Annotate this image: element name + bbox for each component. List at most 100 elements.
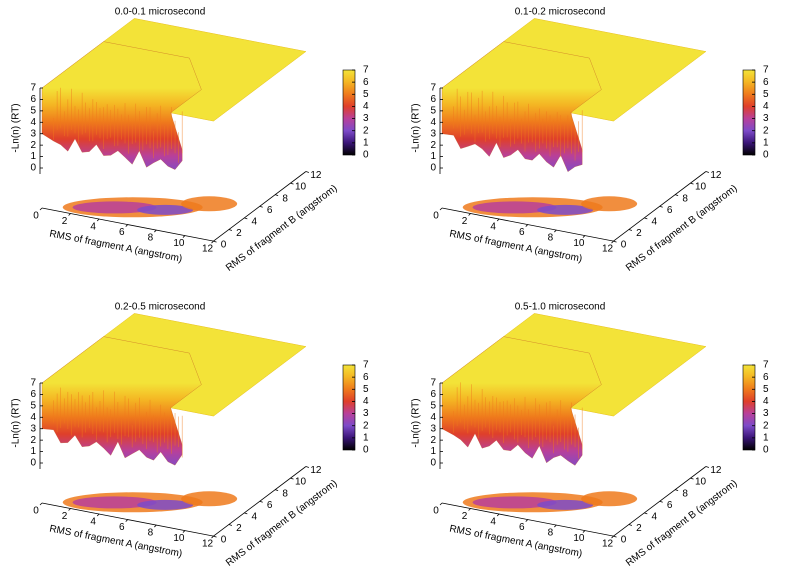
x-tick-label: 12 bbox=[202, 539, 214, 550]
z-tick-label: 0 bbox=[30, 163, 36, 174]
colorbar-tick-label: 6 bbox=[763, 372, 769, 383]
floor-contour bbox=[181, 491, 238, 507]
z-tick-label: 1 bbox=[430, 151, 436, 162]
y-tick-label: 8 bbox=[682, 193, 688, 204]
x-tick-label: 12 bbox=[602, 244, 614, 255]
y-tick-label: 0 bbox=[621, 240, 627, 251]
floor-contour bbox=[472, 496, 557, 509]
colorbar-tick-label: 3 bbox=[763, 408, 769, 419]
y-tick-label: 8 bbox=[682, 488, 688, 499]
surface bbox=[441, 336, 602, 466]
y-tick-label: 2 bbox=[636, 228, 642, 239]
x-axis-label: RMS of fragment A (angstrom) bbox=[48, 524, 183, 560]
y-tick bbox=[244, 217, 248, 220]
y-tick-label: 12 bbox=[710, 170, 722, 181]
y-tick-label: 6 bbox=[267, 500, 273, 511]
y-tick-label: 6 bbox=[667, 205, 673, 216]
z-tick-label: 6 bbox=[30, 94, 36, 105]
colorbar-tick-label: 1 bbox=[763, 432, 769, 443]
colorbar-tick-label: 4 bbox=[763, 396, 769, 407]
z-tick-label: 1 bbox=[430, 446, 436, 457]
y-tick-label: 8 bbox=[282, 488, 288, 499]
x-tick-label: 4 bbox=[90, 222, 96, 233]
colorbar-tick-label: 4 bbox=[763, 101, 769, 112]
colorbar-tick-label: 3 bbox=[763, 113, 769, 124]
x-tick-label: 8 bbox=[148, 528, 154, 539]
x-tick-label: 2 bbox=[62, 216, 68, 227]
colorbar bbox=[342, 69, 356, 156]
y-tick-label: 2 bbox=[236, 523, 242, 534]
x-tick-label: 6 bbox=[119, 522, 125, 533]
y-tick bbox=[274, 194, 279, 197]
y-tick bbox=[659, 500, 663, 503]
x-tick-label: 0 bbox=[433, 506, 439, 517]
colorbar-tick-label: 5 bbox=[363, 89, 369, 100]
colorbar bbox=[342, 364, 356, 451]
y-tick bbox=[613, 240, 617, 243]
y-tick bbox=[290, 477, 294, 480]
x-tick bbox=[182, 530, 186, 533]
y-tick-label: 0 bbox=[621, 535, 627, 546]
y-tick bbox=[290, 182, 294, 185]
x-tick bbox=[439, 502, 443, 506]
z-tick-label: 3 bbox=[430, 423, 436, 434]
chart-title: 0.1-0.2 microsecond bbox=[515, 7, 606, 18]
surface bbox=[441, 41, 602, 172]
x-tick-label: 2 bbox=[462, 216, 468, 227]
floor-contour bbox=[137, 499, 194, 510]
x-tick bbox=[154, 229, 157, 233]
z-tick-label: 0 bbox=[30, 458, 36, 469]
x-axis-label: RMS of fragment A (angstrom) bbox=[448, 229, 583, 265]
x-axis-label: RMS of fragment A (angstrom) bbox=[448, 524, 583, 560]
x-axis-label: RMS of fragment A (angstrom) bbox=[48, 229, 183, 265]
y-tick-label: 0 bbox=[221, 240, 227, 251]
z-axis-label: -Ln(n) (RT) bbox=[11, 398, 22, 447]
chart-title: 0.2-0.5 microsecond bbox=[115, 302, 206, 313]
x-tick-label: 0 bbox=[33, 211, 39, 222]
z-tick-label: 0 bbox=[430, 163, 436, 174]
y-tick-label: 2 bbox=[636, 523, 642, 534]
floor-contour bbox=[137, 204, 194, 215]
y-tick bbox=[690, 182, 694, 185]
x-tick bbox=[439, 207, 443, 211]
x-tick-label: 2 bbox=[462, 511, 468, 522]
colorbar-tick-label: 7 bbox=[763, 65, 769, 76]
z-tick-label: 2 bbox=[30, 140, 36, 151]
x-tick-label: 0 bbox=[33, 506, 39, 517]
y-tick bbox=[690, 477, 694, 480]
x-tick-label: 6 bbox=[119, 227, 125, 238]
floor-contour bbox=[537, 499, 594, 510]
colorbar-tick-label: 4 bbox=[363, 101, 369, 112]
y-tick bbox=[259, 205, 263, 208]
colorbar-tick-label: 5 bbox=[363, 384, 369, 395]
x-tick bbox=[154, 524, 157, 528]
x-tick bbox=[125, 224, 129, 227]
colorbar-tick-label: 2 bbox=[363, 125, 369, 136]
y-tick bbox=[659, 205, 663, 208]
x-tick bbox=[211, 535, 214, 539]
floor-contour bbox=[472, 201, 557, 214]
z-tick-label: 4 bbox=[30, 412, 36, 423]
y-tick-label: 4 bbox=[652, 217, 658, 228]
z-tick-label: 2 bbox=[430, 140, 436, 151]
x-tick-label: 8 bbox=[548, 233, 554, 244]
y-tick bbox=[305, 466, 310, 468]
x-tick bbox=[525, 224, 529, 227]
colorbar-tick-label: 1 bbox=[363, 432, 369, 443]
x-tick bbox=[496, 218, 500, 222]
y-tick-label: 0 bbox=[221, 535, 227, 546]
y-tick bbox=[644, 217, 648, 220]
x-tick bbox=[582, 235, 586, 238]
x-tick-label: 4 bbox=[490, 517, 496, 528]
x-tick bbox=[611, 535, 614, 539]
z-tick-label: 6 bbox=[430, 94, 436, 105]
y-tick bbox=[705, 466, 710, 468]
x-tick-label: 12 bbox=[602, 539, 614, 550]
z-tick-label: 4 bbox=[430, 412, 436, 423]
x-tick-label: 8 bbox=[548, 528, 554, 539]
surface bbox=[41, 336, 202, 466]
y-tick-label: 10 bbox=[695, 182, 707, 193]
floor-contour bbox=[581, 196, 638, 212]
x-tick bbox=[39, 502, 43, 506]
colorbar-tick-label: 3 bbox=[363, 113, 369, 124]
